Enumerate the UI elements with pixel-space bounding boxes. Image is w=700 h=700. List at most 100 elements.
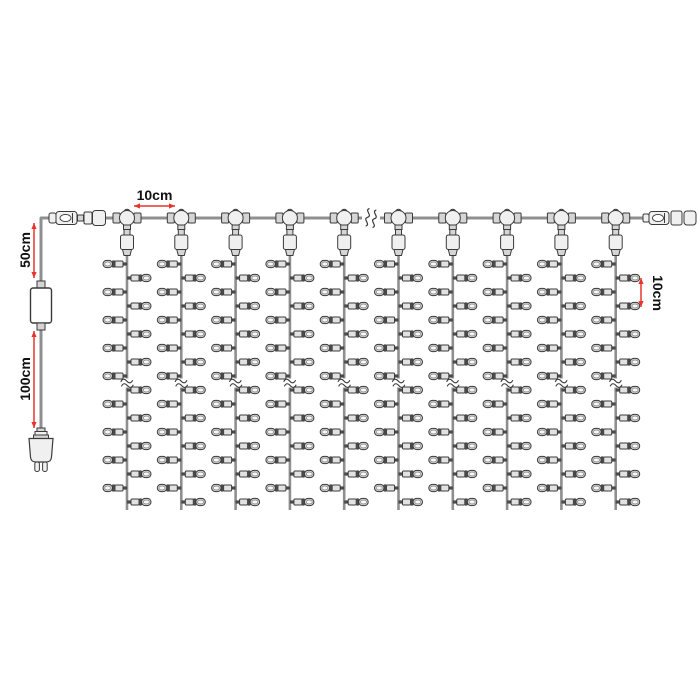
bulb bbox=[591, 315, 616, 325]
bulb bbox=[482, 315, 508, 325]
light-drop bbox=[211, 208, 261, 510]
bulb bbox=[591, 455, 616, 465]
bulb bbox=[181, 413, 206, 423]
bulb bbox=[452, 497, 478, 507]
bulb bbox=[398, 385, 423, 395]
light-drop bbox=[428, 208, 478, 510]
bulb bbox=[591, 483, 616, 493]
bulb bbox=[265, 427, 290, 437]
bulb bbox=[591, 287, 616, 297]
bulb bbox=[181, 329, 206, 339]
bulb bbox=[374, 343, 399, 353]
bulb bbox=[344, 273, 369, 283]
t-connector bbox=[492, 208, 522, 230]
bulb bbox=[398, 301, 423, 311]
bulb bbox=[398, 469, 423, 479]
light-drop bbox=[374, 208, 423, 510]
wire-break-mark bbox=[391, 378, 406, 388]
dim-arrow-lower-lead bbox=[31, 331, 37, 428]
bulb bbox=[507, 441, 532, 451]
bulb bbox=[452, 413, 478, 423]
bulb bbox=[265, 371, 290, 381]
bulb bbox=[536, 287, 562, 297]
bulb bbox=[591, 371, 616, 381]
bulb bbox=[398, 357, 423, 367]
wire-break-mark bbox=[337, 378, 351, 388]
bulb bbox=[482, 343, 508, 353]
bulb bbox=[319, 287, 345, 297]
wire-break-mark bbox=[174, 378, 189, 388]
bulb bbox=[102, 259, 127, 269]
bulb bbox=[344, 469, 369, 479]
bulb bbox=[428, 371, 453, 381]
bulb bbox=[127, 301, 152, 311]
bulb bbox=[482, 371, 508, 381]
bulb bbox=[615, 385, 641, 395]
bulb bbox=[374, 427, 399, 437]
bulb bbox=[536, 483, 562, 493]
bulb bbox=[319, 427, 345, 437]
bulb bbox=[452, 301, 478, 311]
wire-break-mark bbox=[446, 378, 460, 388]
bulb bbox=[235, 273, 261, 283]
bulb bbox=[319, 315, 345, 325]
right-coupler-connector bbox=[642, 210, 697, 226]
bulb bbox=[374, 455, 399, 465]
bulb bbox=[102, 343, 127, 353]
bulb bbox=[235, 469, 261, 479]
bulb bbox=[482, 399, 508, 409]
bulb bbox=[265, 455, 290, 465]
wire-break-mark bbox=[500, 378, 514, 388]
t-connector bbox=[601, 208, 631, 230]
drop-top-socket-bulb bbox=[391, 229, 406, 256]
bulb bbox=[156, 483, 182, 493]
bulb bbox=[428, 287, 453, 297]
light-drop bbox=[536, 208, 586, 510]
t-connector bbox=[438, 208, 468, 230]
bulb bbox=[374, 315, 399, 325]
dim-arrow-upper-lead bbox=[31, 223, 37, 278]
bulb bbox=[235, 385, 261, 395]
t-connector bbox=[275, 208, 305, 230]
t-connector bbox=[112, 208, 142, 230]
t-connector bbox=[329, 208, 359, 230]
bulb bbox=[156, 455, 182, 465]
bulb bbox=[507, 497, 532, 507]
bulb bbox=[211, 427, 236, 437]
dim-arrow-bulb-spacing bbox=[638, 278, 644, 307]
bulb bbox=[181, 357, 206, 367]
bulb bbox=[102, 427, 127, 437]
bulb bbox=[156, 371, 182, 381]
bulb bbox=[536, 371, 562, 381]
bulb bbox=[507, 385, 532, 395]
bulb bbox=[561, 413, 586, 423]
bulb bbox=[156, 427, 182, 437]
bulb bbox=[398, 329, 423, 339]
bulb bbox=[181, 273, 206, 283]
bulb bbox=[319, 371, 345, 381]
bulb bbox=[102, 371, 127, 381]
label-lower-lead-length: 100cm bbox=[17, 357, 33, 401]
bulb bbox=[536, 343, 562, 353]
bulb bbox=[289, 385, 315, 395]
bulb bbox=[507, 273, 532, 283]
bulb bbox=[235, 413, 261, 423]
light-drop bbox=[156, 208, 206, 510]
bulb bbox=[265, 399, 290, 409]
bulb bbox=[428, 399, 453, 409]
bulb bbox=[536, 455, 562, 465]
bulb bbox=[561, 301, 586, 311]
bulb bbox=[344, 301, 369, 311]
drop-top-socket-bulb bbox=[608, 229, 623, 256]
bulb bbox=[319, 483, 345, 493]
bulb bbox=[289, 273, 315, 283]
wire-break-mark bbox=[120, 378, 134, 388]
bulb bbox=[289, 301, 315, 311]
bulb bbox=[265, 287, 290, 297]
bulb bbox=[344, 497, 369, 507]
drop-top-socket-bulb bbox=[554, 229, 569, 256]
bulb bbox=[536, 427, 562, 437]
bulb bbox=[591, 259, 616, 269]
bulb bbox=[452, 329, 478, 339]
